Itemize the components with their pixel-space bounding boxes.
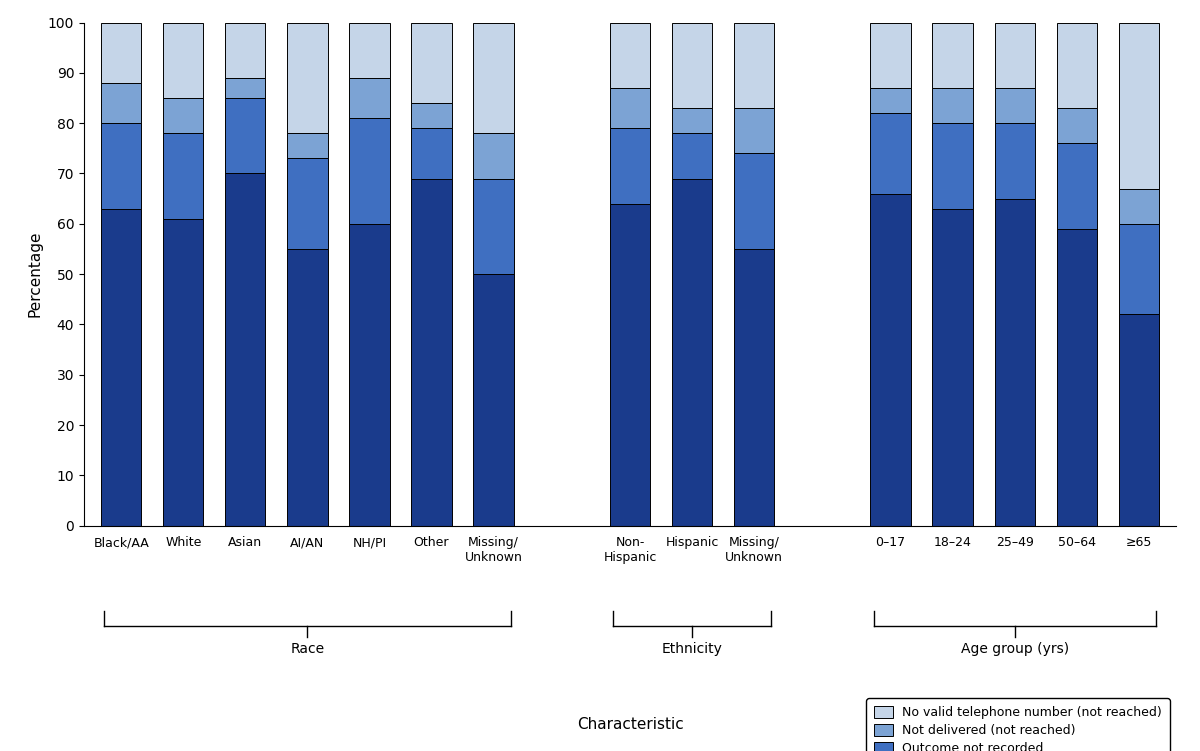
- Bar: [932, 23, 973, 88]
- Bar: [1056, 229, 1097, 526]
- Bar: [226, 173, 265, 526]
- Bar: [163, 23, 204, 98]
- Bar: [287, 158, 328, 249]
- Bar: [1056, 108, 1097, 143]
- Bar: [412, 103, 451, 128]
- Bar: [349, 23, 390, 78]
- Bar: [932, 209, 973, 526]
- Bar: [349, 224, 390, 526]
- Bar: [226, 23, 265, 78]
- Bar: [734, 108, 774, 153]
- Bar: [932, 88, 973, 123]
- Bar: [163, 219, 204, 526]
- Bar: [1056, 143, 1097, 229]
- Bar: [1118, 224, 1159, 315]
- Bar: [932, 123, 973, 209]
- Text: Age group (yrs): Age group (yrs): [961, 642, 1069, 656]
- Bar: [349, 78, 390, 118]
- Bar: [995, 88, 1034, 123]
- Bar: [870, 194, 911, 526]
- Bar: [473, 179, 514, 274]
- Bar: [226, 78, 265, 98]
- Bar: [101, 23, 142, 83]
- Bar: [734, 153, 774, 249]
- Bar: [672, 23, 713, 108]
- Bar: [610, 23, 650, 88]
- Bar: [473, 274, 514, 526]
- Bar: [412, 23, 451, 103]
- Bar: [287, 23, 328, 133]
- Bar: [1118, 23, 1159, 189]
- Bar: [672, 108, 713, 133]
- Bar: [287, 249, 328, 526]
- Bar: [101, 123, 142, 209]
- Bar: [734, 249, 774, 526]
- Bar: [349, 118, 390, 224]
- Bar: [101, 209, 142, 526]
- Bar: [672, 133, 713, 179]
- Text: Race: Race: [290, 642, 324, 656]
- Bar: [610, 204, 650, 526]
- Text: Characteristic: Characteristic: [577, 717, 683, 732]
- Bar: [995, 198, 1034, 526]
- Bar: [473, 23, 514, 133]
- Bar: [412, 179, 451, 526]
- Bar: [1118, 189, 1159, 224]
- Bar: [163, 98, 204, 133]
- Bar: [163, 133, 204, 219]
- Bar: [995, 123, 1034, 198]
- Y-axis label: Percentage: Percentage: [28, 231, 42, 318]
- Bar: [610, 88, 650, 128]
- Bar: [226, 98, 265, 173]
- Bar: [672, 179, 713, 526]
- Bar: [995, 23, 1034, 88]
- Bar: [1056, 23, 1097, 108]
- Bar: [870, 23, 911, 88]
- Bar: [1118, 315, 1159, 526]
- Bar: [101, 83, 142, 123]
- Bar: [610, 128, 650, 204]
- Bar: [870, 88, 911, 113]
- Bar: [473, 133, 514, 179]
- Bar: [287, 133, 328, 158]
- Text: Ethnicity: Ethnicity: [661, 642, 722, 656]
- Legend: No valid telephone number (not reached), Not delivered (not reached), Outcome no: No valid telephone number (not reached),…: [866, 698, 1170, 751]
- Bar: [870, 113, 911, 194]
- Bar: [412, 128, 451, 179]
- Bar: [734, 23, 774, 108]
